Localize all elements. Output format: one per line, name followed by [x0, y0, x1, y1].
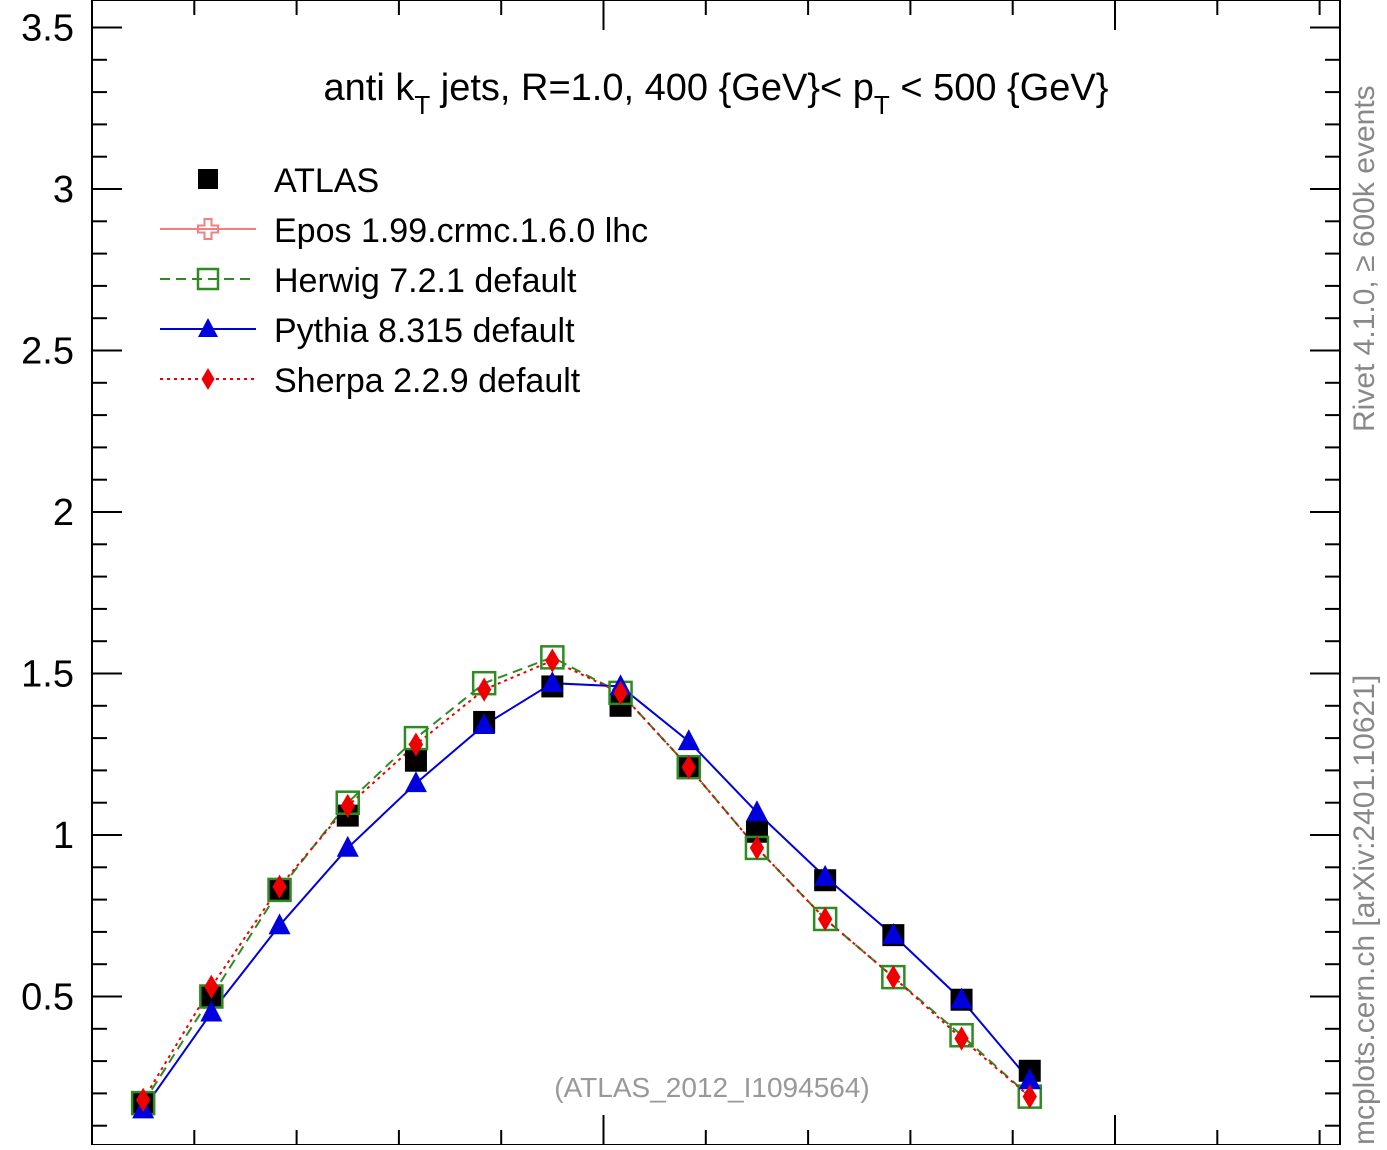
chart-title: anti kT jets, R=1.0, 400 {GeV}< pT < 500… — [324, 67, 1109, 120]
rivet-version-label: Rivet 4.1.0, ≥ 600k events — [1348, 85, 1381, 432]
data-point-series-3 — [200, 1000, 223, 1022]
data-point-series-4 — [954, 1026, 969, 1051]
legend-label: Sherpa 2.2.9 default — [274, 362, 581, 400]
legend-marker — [198, 318, 218, 337]
data-point-series-3 — [268, 913, 291, 935]
legend-label: Pythia 8.315 default — [274, 312, 575, 350]
legend: ATLAS Epos 1.99.crmc.1.6.0 lhc Herwig 7.2.… — [160, 162, 648, 400]
data-point-series-4 — [818, 906, 833, 932]
legend-marker — [201, 368, 215, 390]
y-tick-label: 1 — [53, 815, 74, 857]
data-point-series-4 — [408, 732, 424, 757]
data-point-series-3 — [882, 923, 905, 944]
data-point-series-3 — [677, 729, 700, 751]
y-axis: 0.5 1 1.5 2 2.5 3 3.5 — [21, 8, 1340, 1127]
y-tick-label: 2 — [53, 492, 74, 534]
x-axis — [193, 0, 1321, 1145]
data-point-series-4 — [545, 648, 560, 673]
y-tick-label: 3 — [53, 169, 74, 211]
series-line-3 — [142, 682, 1031, 1111]
data-point-series-4 — [613, 680, 628, 705]
legend-label: Herwig 7.2.1 default — [274, 262, 577, 300]
data-point-series-3 — [541, 671, 564, 692]
y-tick-label: 2.5 — [21, 331, 74, 373]
y-tick-label: 1.5 — [21, 654, 74, 696]
data-point-series-4 — [477, 677, 492, 702]
data-point-series-4 — [204, 974, 219, 999]
y-tick-label: 3.5 — [21, 8, 74, 50]
series-markers — [130, 645, 1042, 1119]
legend-marker — [198, 169, 218, 189]
data-point-series-0 — [404, 749, 427, 772]
data-point-series-4 — [340, 793, 355, 819]
data-point-series-4 — [749, 835, 765, 861]
y-tick-label: 0.5 — [21, 977, 74, 1019]
data-point-series-3 — [1018, 1068, 1041, 1090]
analysis-annotation: (ATLAS_2012_I1094564) — [554, 1072, 870, 1103]
data-point-series-3 — [950, 987, 973, 1009]
legend-marker — [197, 218, 219, 240]
legend-label: ATLAS — [274, 162, 379, 200]
data-point-series-4 — [1022, 1084, 1037, 1109]
data-point-series-3 — [336, 835, 359, 857]
legend-label: Epos 1.99.crmc.1.6.0 lhc — [274, 212, 648, 250]
data-point-series-3 — [745, 800, 768, 822]
legend-marker — [196, 267, 220, 291]
data-point-series-4 — [886, 965, 901, 990]
data-point-series-4 — [136, 1087, 151, 1112]
data-point-series-0 — [609, 694, 632, 717]
data-point-series-3 — [404, 771, 427, 793]
data-point-series-3 — [473, 713, 496, 734]
data-point-series-3 — [814, 864, 837, 886]
data-point-series-4 — [272, 874, 287, 899]
data-point-series-4 — [681, 755, 696, 780]
mcplots-source-label: mcplots.cern.ch [arXiv:2401.10621] — [1348, 674, 1381, 1145]
